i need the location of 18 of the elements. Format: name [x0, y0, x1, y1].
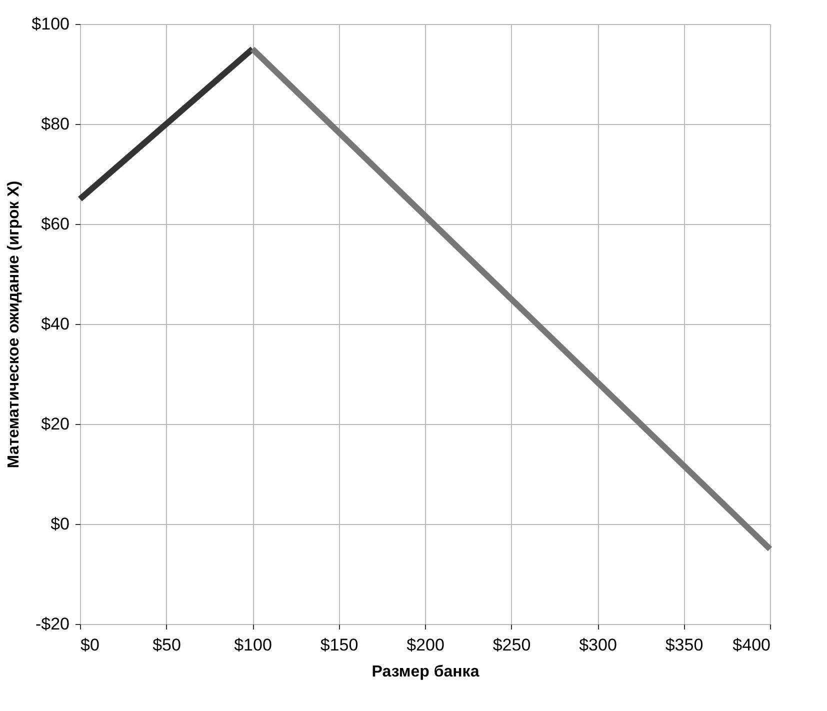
y-axis-title: Математическое ожидание (игрок X): [6, 180, 23, 468]
y-tick-label: $40: [41, 314, 70, 334]
x-tick-label: $200: [406, 636, 444, 654]
y-tick-label: $0: [50, 514, 70, 534]
y-tick-label: $100: [32, 14, 70, 34]
x-tick-label: $0: [80, 636, 100, 654]
x-tick-label: $50: [152, 636, 181, 654]
x-tick-label: $250: [492, 636, 531, 654]
x-tick-label: $350: [665, 636, 704, 654]
y-tick-label: -$20: [35, 614, 70, 634]
x-tick-label: $300: [579, 636, 617, 654]
y-tick-label: $20: [41, 414, 70, 434]
x-tick-label: $150: [320, 636, 358, 654]
y-tick-label: $60: [41, 214, 70, 234]
x-tick-label: $400: [732, 636, 770, 654]
y-tick-label: $80: [41, 114, 70, 134]
x-tick-label: $100: [234, 636, 272, 654]
x-axis-title: Размер банка: [372, 664, 480, 680]
